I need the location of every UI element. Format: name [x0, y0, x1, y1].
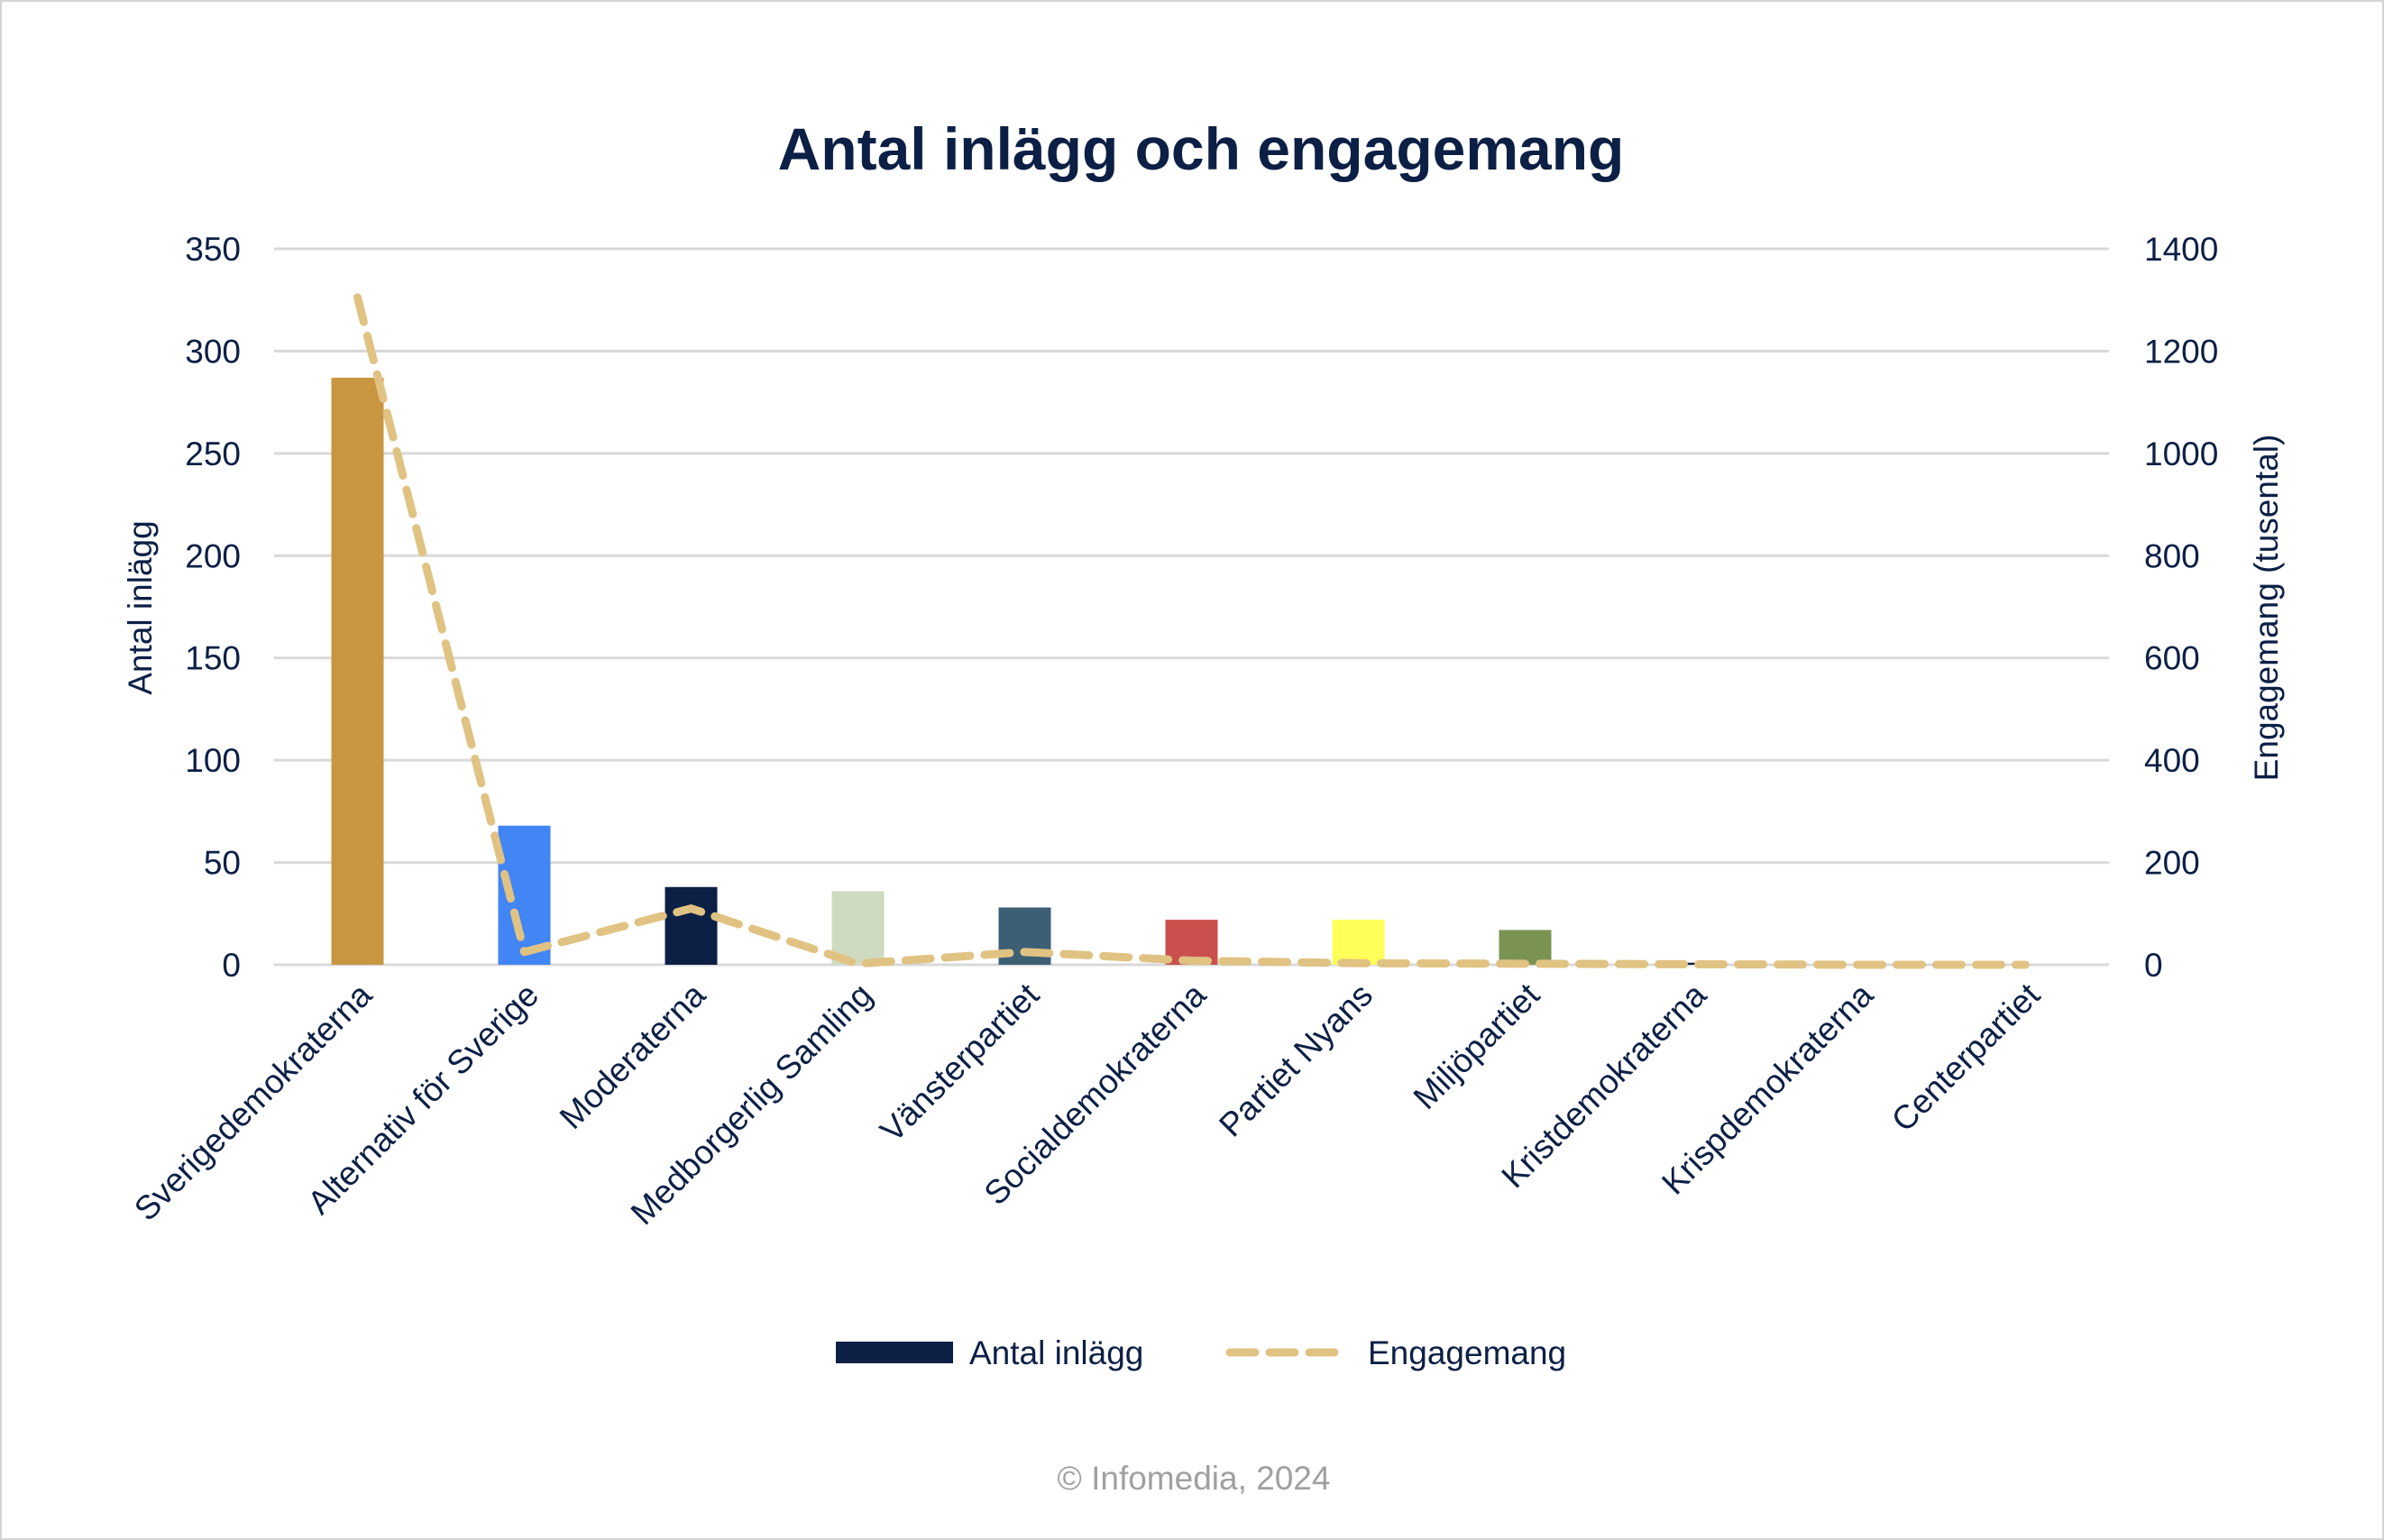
- left-tick-label: 250: [185, 435, 241, 472]
- category-label: Vänsterpartiet: [873, 976, 1046, 1149]
- left-tick-label: 100: [185, 742, 241, 779]
- right-axis-title: Engagemang (tusental): [2248, 435, 2285, 782]
- category-label: Centerpartiet: [1884, 976, 2048, 1139]
- right-tick-label: 1000: [2144, 435, 2218, 472]
- bars: [331, 377, 1719, 965]
- bar: [1665, 962, 1719, 965]
- legend: Antal inlägg Engagemang: [836, 1334, 1566, 1371]
- left-axis-title: Antal inlägg: [122, 520, 159, 694]
- right-tick-label: 600: [2144, 640, 2200, 677]
- legend-label-line: Engagemang: [1368, 1334, 1566, 1371]
- legend-swatch-bars: [836, 1342, 953, 1363]
- right-tick-label: 200: [2144, 845, 2200, 882]
- bar: [831, 891, 885, 965]
- bar: [331, 377, 384, 965]
- left-tick-label: 150: [185, 640, 241, 677]
- left-tick-label: 200: [185, 537, 241, 574]
- copyright-credit: © Infomedia, 2024: [1058, 1460, 1331, 1497]
- right-tick-label: 0: [2144, 947, 2163, 984]
- category-label: Miljöpartiet: [1407, 976, 1547, 1116]
- left-axis-ticks: 0 50 100 150 200 250 300 350: [185, 231, 241, 984]
- left-tick-label: 300: [185, 333, 241, 370]
- left-tick-label: 50: [204, 845, 241, 882]
- bar: [1499, 930, 1552, 965]
- legend-label-bars: Antal inlägg: [969, 1334, 1143, 1371]
- gridlines: [274, 247, 2109, 967]
- right-tick-label: 800: [2144, 537, 2200, 574]
- category-label: Moderaterna: [553, 976, 713, 1136]
- right-tick-label: 400: [2144, 742, 2200, 779]
- bar: [1332, 920, 1385, 965]
- right-tick-label: 1400: [2144, 231, 2218, 268]
- right-axis-ticks: 0 200 400 600 800 1000 1200 1400: [2144, 231, 2218, 984]
- category-label: Partiet Nyans: [1212, 976, 1380, 1144]
- left-tick-label: 0: [222, 947, 241, 984]
- engagement-series-line: [353, 293, 2030, 969]
- chart-title: Antal inlägg och engagemang: [778, 115, 1625, 182]
- left-tick-label: 350: [185, 231, 241, 268]
- engagement-line: [353, 293, 2030, 969]
- right-tick-label: 1200: [2144, 333, 2218, 370]
- bar: [665, 886, 718, 965]
